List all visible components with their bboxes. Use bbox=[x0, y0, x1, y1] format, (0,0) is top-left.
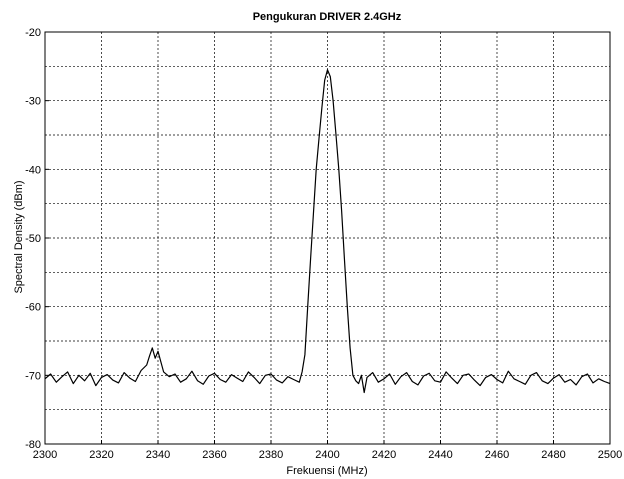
y-tick-label: -20 bbox=[25, 27, 41, 39]
x-tick-label: 2360 bbox=[202, 449, 226, 461]
x-tick-label: 2420 bbox=[372, 449, 396, 461]
y-tick-label: -60 bbox=[25, 302, 41, 314]
y-axis-label: Spectral Density (dBm) bbox=[13, 180, 25, 293]
grid-lines bbox=[45, 32, 610, 444]
y-tick-label: -40 bbox=[25, 164, 41, 176]
y-tick-labels: -80 -70 -60 -50 -40 -30 -20 bbox=[25, 27, 49, 451]
x-tick-label: 2460 bbox=[485, 449, 509, 461]
x-tick-label: 2300 bbox=[33, 449, 57, 461]
x-tick-label: 2440 bbox=[428, 449, 452, 461]
series-group bbox=[44, 69, 611, 394]
x-tick-label: 2400 bbox=[315, 449, 339, 461]
x-tick-label: 2500 bbox=[598, 449, 622, 461]
x-tick-label: 2480 bbox=[541, 449, 565, 461]
x-tick-label: 2340 bbox=[146, 449, 170, 461]
y-tick-label: -80 bbox=[25, 439, 41, 451]
y-tick-label: -30 bbox=[25, 96, 41, 108]
x-tick-labels: 2300 2320 2340 2360 2380 2400 2420 2440 2460 2480… bbox=[33, 440, 622, 461]
x-tick-label: 2380 bbox=[259, 449, 283, 461]
y-tick-label: -70 bbox=[25, 370, 41, 382]
chart-title: Pengukuran DRIVER 2.4GHz bbox=[253, 11, 402, 23]
x-tick-label: 2320 bbox=[89, 449, 113, 461]
y-tick-label: -50 bbox=[25, 233, 41, 245]
series-line bbox=[44, 69, 611, 394]
x-axis-label: Frekuensi (MHz) bbox=[286, 465, 367, 477]
